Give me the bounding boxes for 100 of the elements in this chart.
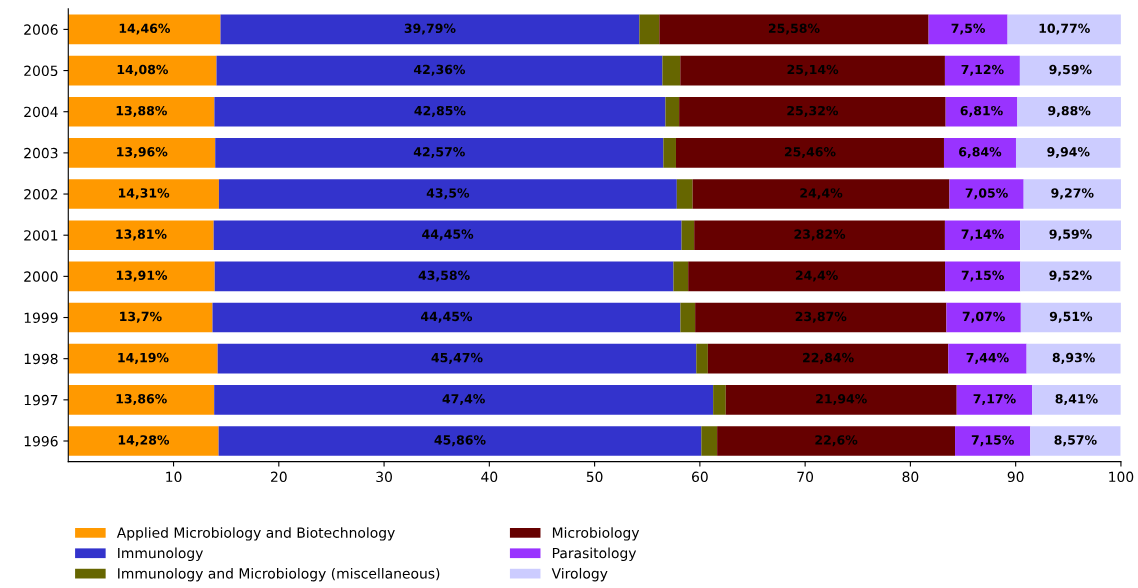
bar xyxy=(694,220,945,251)
bar xyxy=(1019,55,1121,86)
bar xyxy=(949,179,1024,209)
bar xyxy=(945,261,1021,292)
bar xyxy=(676,179,693,209)
bar xyxy=(217,343,697,374)
bar xyxy=(1015,138,1121,168)
data-label: 13,81% xyxy=(116,229,167,241)
y-tick-label: 2001 xyxy=(24,230,58,241)
data-label: 9,27% xyxy=(1051,188,1094,200)
data-label: 7,14% xyxy=(961,229,1004,241)
data-label: 42,57% xyxy=(413,147,465,159)
bar xyxy=(956,385,1033,415)
y-tick-label: 1998 xyxy=(24,353,58,365)
data-label: 7,5% xyxy=(951,23,986,35)
bar xyxy=(213,220,682,251)
y-tick-label: 2004 xyxy=(24,106,58,118)
bar xyxy=(663,138,676,168)
bar xyxy=(1007,14,1121,45)
bar xyxy=(68,343,218,374)
data-label: 23,82% xyxy=(794,229,846,241)
data-label: 24,4% xyxy=(800,188,843,200)
bar xyxy=(214,96,666,127)
bar xyxy=(1020,261,1121,292)
data-label: 8,93% xyxy=(1052,352,1095,364)
data-label: 22,6% xyxy=(815,435,858,447)
bar xyxy=(944,220,1021,251)
bar xyxy=(665,96,680,127)
data-label: 7,44% xyxy=(966,352,1009,364)
bar xyxy=(1032,385,1121,415)
bar xyxy=(928,14,1008,45)
legend-label: Microbiology xyxy=(552,527,640,541)
bar xyxy=(1020,220,1121,251)
x-tick-label: 100 xyxy=(1109,471,1134,483)
y-tick-label: 1997 xyxy=(24,394,58,406)
bar xyxy=(214,385,714,415)
bar xyxy=(681,220,695,251)
data-label: 44,45% xyxy=(420,311,473,323)
data-label: 14,31% xyxy=(118,188,170,200)
data-label: 45,86% xyxy=(434,435,486,447)
bar xyxy=(639,14,660,45)
data-label: 6,81% xyxy=(960,105,1003,117)
bar xyxy=(68,138,216,168)
data-label: 13,88% xyxy=(116,105,167,117)
bar xyxy=(212,302,681,333)
x-tick-label: 50 xyxy=(586,471,603,483)
bar xyxy=(68,426,219,456)
data-label: 45,47% xyxy=(431,352,483,364)
x-tick-label: 80 xyxy=(902,471,919,483)
bar xyxy=(68,261,215,292)
data-label: 13,96% xyxy=(117,147,168,159)
data-label: 8,57% xyxy=(1054,435,1097,447)
bar xyxy=(692,179,950,209)
data-label: 7,05% xyxy=(965,188,1008,200)
x-tick-label: 40 xyxy=(481,471,498,483)
data-label: 14,08% xyxy=(117,64,169,76)
data-label: 47,4% xyxy=(442,394,485,406)
data-label: 25,46% xyxy=(784,147,836,159)
data-label: 9,94% xyxy=(1047,147,1090,159)
bar xyxy=(68,14,221,45)
legend-label: Immunology and Microbiology (miscellaneous) xyxy=(118,567,440,582)
bar xyxy=(944,55,1020,86)
bar xyxy=(701,426,718,456)
legend-label: Virology xyxy=(551,567,608,582)
data-label: 9,51% xyxy=(1049,311,1093,323)
y-tick-label: 2006 xyxy=(24,24,58,35)
data-label: 14,46% xyxy=(119,23,171,35)
bar xyxy=(688,261,946,292)
x-tick-label: 20 xyxy=(270,471,287,483)
bar xyxy=(218,426,702,456)
legend-label: Applied Microbiology and Biotechnology xyxy=(116,527,395,541)
data-label: 21,94% xyxy=(816,394,867,406)
bar xyxy=(68,96,215,127)
data-label: 25,14% xyxy=(787,64,839,76)
data-label: 7,12% xyxy=(961,64,1004,76)
bar xyxy=(707,343,949,374)
bar xyxy=(215,138,664,168)
bar xyxy=(946,302,1021,333)
data-label: 6,84% xyxy=(959,147,1002,159)
x-tick-label: 90 xyxy=(1007,471,1024,483)
y-tick-label: 1999 xyxy=(24,312,58,323)
y-tick-label: 2003 xyxy=(24,147,58,159)
bar xyxy=(218,179,677,209)
bar xyxy=(695,302,947,333)
data-label: 44,45% xyxy=(422,229,474,241)
x-tick-label: 70 xyxy=(797,471,814,483)
bar xyxy=(675,138,944,168)
bar xyxy=(955,426,1031,456)
bar xyxy=(943,138,1016,168)
y-tick-label: 2005 xyxy=(24,65,58,77)
bar xyxy=(1030,426,1121,456)
data-label: 43,5% xyxy=(426,188,470,200)
data-label: 9,59% xyxy=(1049,229,1092,241)
data-label: 42,36% xyxy=(413,64,466,76)
data-label: 9,59% xyxy=(1049,64,1092,76)
bar xyxy=(725,385,957,415)
data-label: 14,19% xyxy=(118,352,169,364)
x-tick-label: 30 xyxy=(376,471,392,483)
data-label: 25,58% xyxy=(768,23,820,35)
data-label: 13,86% xyxy=(116,394,167,406)
